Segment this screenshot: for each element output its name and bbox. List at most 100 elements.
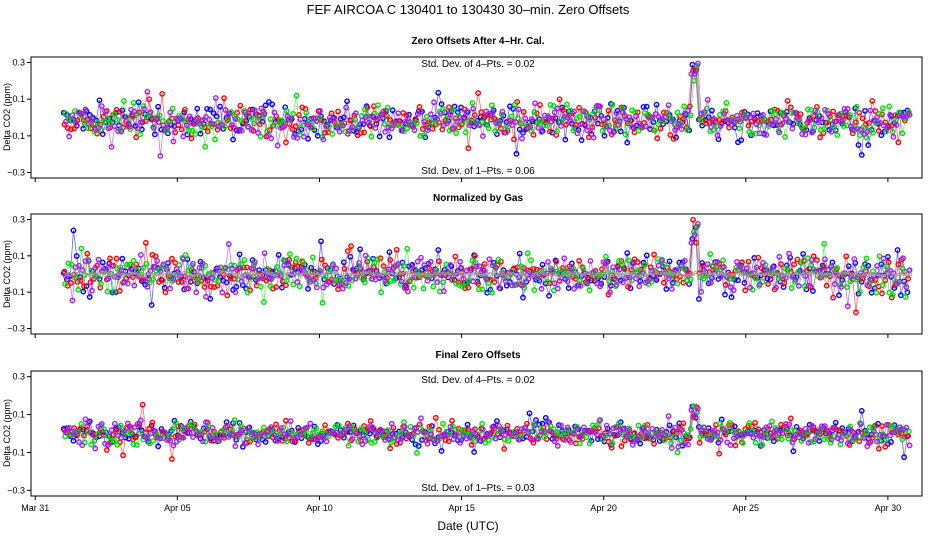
series-line	[326, 117, 331, 127]
data-point	[638, 273, 642, 278]
series-line	[192, 263, 197, 293]
series-line	[885, 106, 890, 132]
data-point	[688, 239, 695, 246]
data-point	[437, 110, 444, 117]
data-point	[186, 113, 193, 120]
series-line	[502, 274, 507, 282]
data-point	[693, 271, 698, 275]
data-point	[879, 290, 885, 297]
series-line	[91, 267, 96, 291]
data-point	[618, 273, 623, 277]
data-point	[628, 266, 635, 273]
series-line	[616, 112, 621, 122]
series-line	[612, 113, 617, 133]
data-point	[681, 257, 688, 264]
series-line	[525, 271, 530, 276]
series-line	[405, 272, 409, 275]
data-point	[367, 270, 372, 275]
series-line	[379, 118, 384, 137]
data-point	[761, 272, 766, 277]
data-point	[330, 115, 336, 122]
series-line	[516, 253, 521, 275]
data-point	[398, 127, 405, 134]
data-point	[160, 261, 167, 268]
data-point	[437, 272, 444, 278]
data-point	[651, 127, 658, 134]
series-line	[645, 117, 650, 127]
series-line	[306, 275, 311, 283]
series-line	[697, 223, 702, 292]
data-point	[251, 120, 258, 127]
data-point	[234, 109, 240, 116]
data-point	[284, 258, 291, 265]
series-line	[834, 275, 839, 285]
data-point	[333, 124, 340, 131]
series-line	[436, 113, 441, 120]
data-point	[675, 121, 682, 128]
series-line	[218, 270, 223, 293]
data-point	[85, 120, 92, 127]
data-point	[424, 127, 431, 134]
series-line	[853, 106, 858, 129]
series-line	[474, 93, 479, 116]
data-point	[314, 441, 321, 448]
series-line	[447, 273, 452, 276]
data-point	[724, 116, 731, 123]
series-line	[636, 272, 641, 276]
data-point	[436, 258, 442, 265]
data-point	[175, 122, 182, 129]
data-point	[660, 279, 667, 286]
data-point	[769, 121, 776, 128]
series-line	[586, 260, 591, 284]
data-point	[120, 98, 127, 104]
data-point	[789, 125, 796, 132]
data-point	[111, 123, 118, 130]
data-point	[336, 128, 343, 135]
data-point	[434, 279, 441, 286]
series-line	[72, 115, 77, 124]
data-point	[836, 272, 841, 276]
data-point	[80, 288, 87, 295]
data-point	[354, 273, 359, 277]
data-point	[899, 130, 906, 137]
data-point	[830, 272, 834, 276]
data-point	[146, 279, 153, 286]
data-point	[82, 106, 89, 113]
y-tick-label: 0.3	[12, 372, 25, 382]
data-point	[95, 256, 102, 263]
data-point	[835, 112, 841, 119]
series-line	[810, 109, 815, 128]
data-point	[141, 105, 148, 112]
series-line	[695, 69, 701, 120]
data-point	[554, 105, 561, 112]
data-point	[262, 439, 269, 445]
data-point	[620, 279, 626, 286]
series-line	[569, 110, 574, 131]
data-point	[189, 127, 196, 134]
series-line	[178, 257, 183, 266]
data-point	[670, 135, 677, 142]
data-point	[849, 272, 854, 277]
data-point	[329, 131, 336, 137]
series-line	[76, 271, 80, 274]
data-point	[264, 132, 271, 139]
data-point	[430, 283, 437, 290]
data-point	[453, 118, 460, 125]
series-line	[690, 231, 695, 280]
data-point	[140, 103, 147, 110]
data-point	[528, 116, 535, 122]
data-point	[563, 272, 567, 277]
data-point	[333, 265, 340, 272]
data-point	[822, 107, 828, 113]
series-line	[436, 274, 441, 283]
data-point	[94, 274, 101, 281]
series-line	[343, 273, 348, 277]
data-point	[195, 279, 202, 286]
data-point	[504, 273, 509, 278]
series-normalized	[64, 269, 913, 279]
data-point	[398, 278, 405, 285]
data-point	[63, 118, 69, 125]
data-point	[659, 257, 665, 263]
series-line	[703, 108, 708, 115]
data-point	[157, 268, 164, 275]
